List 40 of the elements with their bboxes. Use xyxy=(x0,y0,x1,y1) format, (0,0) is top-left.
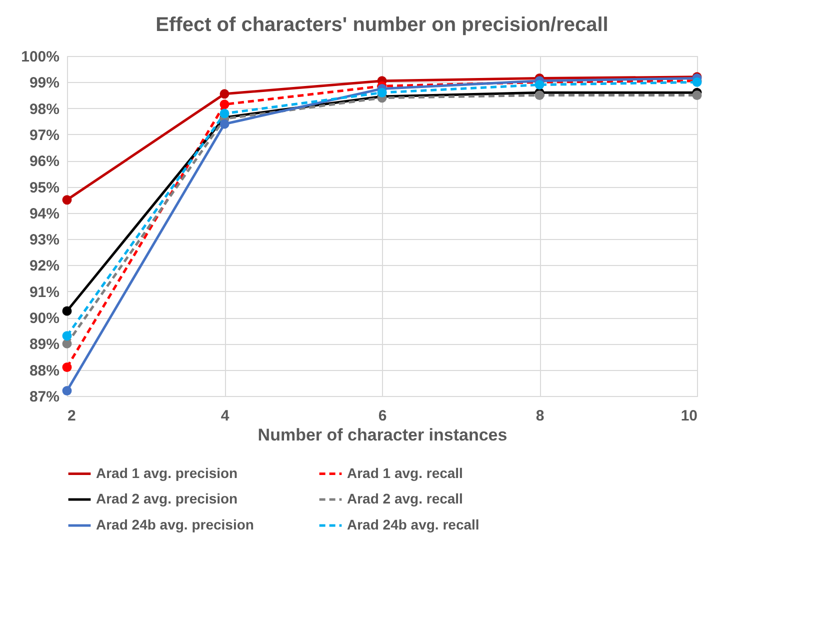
point xyxy=(692,90,702,100)
y-tick-label: 95% xyxy=(29,179,60,196)
point xyxy=(220,89,230,99)
x-tick-label: 8 xyxy=(536,408,544,424)
point xyxy=(62,331,72,341)
y-tick-label: 97% xyxy=(29,126,60,144)
point xyxy=(220,119,230,129)
y-tick-label: 96% xyxy=(29,153,60,170)
point xyxy=(62,386,72,396)
y-tick-label: 100% xyxy=(21,48,60,66)
y-tick-label: 94% xyxy=(29,205,60,222)
point xyxy=(220,108,230,118)
y-tick-label: 90% xyxy=(29,310,60,328)
y-tick-label: 92% xyxy=(29,258,60,275)
y-tick-label: 93% xyxy=(29,232,60,249)
y-tick-label: 99% xyxy=(29,74,60,92)
x-tick-label: 10 xyxy=(680,408,698,424)
point xyxy=(62,306,72,316)
point xyxy=(62,195,72,205)
y-tick-label: 89% xyxy=(29,336,60,354)
y-tick-label: 87% xyxy=(29,388,60,406)
y-tick-label: 88% xyxy=(29,362,60,380)
x-axis-title: Number of character instances xyxy=(258,426,508,444)
x-tick-label: 2 xyxy=(68,408,76,424)
y-tick-label: 91% xyxy=(29,284,60,301)
legend-label: Arad 1 avg. recall xyxy=(347,464,463,481)
legend-label: Arad 2 avg. precision xyxy=(96,490,238,506)
point xyxy=(62,362,72,372)
chart-title: Effect of characters' number on precision/recall xyxy=(156,14,608,36)
legend-label: Arad 1 avg. precision xyxy=(96,464,238,481)
point xyxy=(220,100,230,110)
y-tick-label: 98% xyxy=(29,100,60,118)
legend-label: Arad 2 avg. recall xyxy=(347,490,463,506)
x-tick-label: 4 xyxy=(220,408,230,424)
legend-label: Arad 24b avg. recall xyxy=(347,516,480,532)
x-tick-label: 6 xyxy=(378,408,387,424)
point xyxy=(534,80,544,90)
point xyxy=(377,88,387,98)
point xyxy=(534,90,544,100)
legend-label: Arad 24b avg. precision xyxy=(96,516,254,532)
